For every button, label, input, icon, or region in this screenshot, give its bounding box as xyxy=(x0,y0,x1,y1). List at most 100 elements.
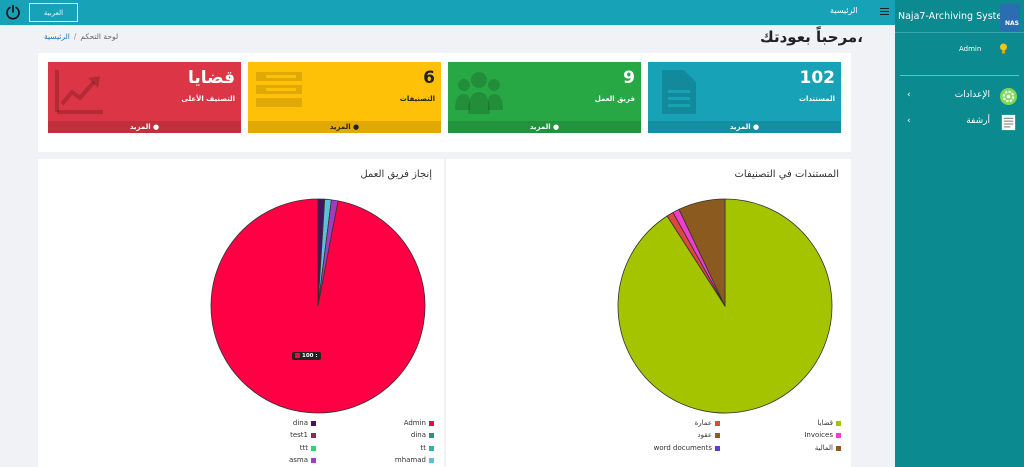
tooltip-text: 100 : xyxy=(302,353,318,359)
card-value: 102 xyxy=(799,68,836,88)
settings-gear-icon xyxy=(999,87,1018,106)
card-team[interactable]: 9 فريق العمل المزيد ● xyxy=(448,62,641,133)
card-more-link[interactable]: المزيد ● xyxy=(448,121,641,133)
documents-chart-panel: المستندات في التصنيفات قضايا عمارة Invoice… xyxy=(446,159,851,467)
legend-label: قضايا xyxy=(817,419,833,427)
more-label: المزيد xyxy=(529,123,551,131)
sidebar-divider xyxy=(900,75,1019,76)
legend-item[interactable]: dina xyxy=(411,431,434,439)
card-value: قضايا xyxy=(187,68,235,88)
legend-item[interactable]: Invoices xyxy=(804,431,841,439)
menu-toggle-icon[interactable] xyxy=(880,8,889,15)
team-icon xyxy=(455,72,503,114)
legend-swatch xyxy=(429,420,434,426)
legend-label: ttt xyxy=(299,444,308,452)
legend-label: dina xyxy=(410,431,426,439)
legend-label: المالية xyxy=(814,444,833,452)
chevron-left-icon: ‹ xyxy=(907,90,911,100)
arrow-circle-icon: ● xyxy=(753,123,760,131)
user-name[interactable]: Admin xyxy=(959,45,982,53)
card-more-link[interactable]: المزيد ● xyxy=(48,121,241,133)
top-home-link[interactable]: الرئيسية xyxy=(830,6,858,15)
legend-swatch xyxy=(429,432,434,438)
more-label: المزيد xyxy=(329,123,351,131)
legend-label: Admin xyxy=(403,419,426,427)
legend-label: عقود xyxy=(697,431,712,439)
legend-swatch xyxy=(429,457,434,463)
language-button[interactable]: العربية xyxy=(29,3,78,22)
page-title: مرحباً بعودتك، xyxy=(760,28,863,46)
legend-label: asma xyxy=(288,456,308,464)
legend-swatch xyxy=(836,432,841,438)
archive-icon xyxy=(1001,114,1016,131)
sidebar: Naja7-Archiving System NAS Admin ‹ الإعد… xyxy=(895,0,1024,467)
sidebar-header: Naja7-Archiving System NAS xyxy=(895,0,1024,33)
card-label: التصنيف الأعلى xyxy=(181,95,235,103)
legend-label: test1 xyxy=(290,431,308,439)
legend-label: mhamad xyxy=(394,456,426,464)
arrow-circle-icon: ● xyxy=(153,123,160,131)
card-value: 9 xyxy=(623,68,635,88)
sidebar-item-archive[interactable]: ‹ أرشفة xyxy=(905,113,1020,133)
document-icon xyxy=(662,70,696,114)
legend-item[interactable]: Admin xyxy=(404,419,434,427)
documents-pie-chart xyxy=(617,198,833,414)
legend-label: tt xyxy=(420,444,427,452)
legend-item[interactable]: word documents xyxy=(654,444,720,452)
legend-swatch xyxy=(715,432,720,438)
card-top-category[interactable]: قضايا التصنيف الأعلى المزيد ● xyxy=(48,62,241,133)
categories-icon xyxy=(256,72,302,107)
trend-up-icon xyxy=(55,70,103,114)
app-title[interactable]: Naja7-Archiving System xyxy=(898,11,1012,22)
card-label: فريق العمل xyxy=(594,95,635,103)
team-pie-chart xyxy=(210,198,426,414)
legend-item[interactable]: عمارة xyxy=(695,419,720,427)
app-logo xyxy=(1000,4,1020,31)
card-categories[interactable]: 6 التصنيفات المزيد ● xyxy=(248,62,441,133)
legend-label: Invoices xyxy=(804,431,833,439)
legend-item[interactable]: dina xyxy=(293,419,316,427)
more-label: المزيد xyxy=(129,123,151,131)
power-icon[interactable] xyxy=(5,4,21,20)
breadcrumb-current: لوحة التحكم xyxy=(80,32,119,41)
legend-swatch xyxy=(311,420,316,426)
legend-item[interactable]: test1 xyxy=(290,431,316,439)
legend-label: word documents xyxy=(653,444,712,452)
legend-swatch xyxy=(311,445,316,451)
legend-swatch xyxy=(836,445,841,451)
legend-item[interactable]: tt xyxy=(420,444,434,452)
legend-swatch xyxy=(429,445,434,451)
card-more-link[interactable]: المزيد ● xyxy=(248,121,441,133)
legend-swatch xyxy=(311,432,316,438)
card-more-link[interactable]: المزيد ● xyxy=(648,121,841,133)
legend-swatch xyxy=(715,420,720,426)
breadcrumb: لوحة التحكم/الرئيسية xyxy=(44,32,118,41)
breadcrumb-home[interactable]: الرئيسية xyxy=(44,32,70,41)
legend-item[interactable]: asma xyxy=(289,456,316,464)
sidebar-item-label: الإعدادات xyxy=(954,90,990,100)
top-navbar: العربية الرئيسية xyxy=(0,0,895,25)
legend-item[interactable]: mhamad xyxy=(395,456,434,464)
pie-slice-4[interactable] xyxy=(678,198,726,307)
card-label: المستندات xyxy=(798,95,835,103)
sidebar-item-settings[interactable]: ‹ الإعدادات xyxy=(905,87,1020,107)
logo-text: NAS xyxy=(1005,20,1019,27)
legend-swatch xyxy=(311,457,316,463)
breadcrumb-separator: / xyxy=(73,32,77,41)
chart-tooltip: 100 : xyxy=(292,352,321,360)
card-documents[interactable]: 102 المستندات المزيد ● xyxy=(648,62,841,133)
legend-swatch xyxy=(836,420,841,426)
pie-slice-0[interactable] xyxy=(210,198,426,414)
legend-swatch xyxy=(715,445,720,451)
legend-item[interactable]: عقود xyxy=(698,431,720,439)
chart-title: المستندات في التصنيفات xyxy=(734,169,839,180)
legend-item[interactable]: ttt xyxy=(300,444,316,452)
more-label: المزيد xyxy=(729,123,751,131)
card-value: 6 xyxy=(423,68,435,88)
card-label: التصنيفات xyxy=(399,95,435,103)
arrow-circle-icon: ● xyxy=(553,123,560,131)
sidebar-item-label: أرشفة xyxy=(966,116,990,126)
legend-item[interactable]: قضايا xyxy=(817,419,841,427)
lightbulb-icon xyxy=(1000,43,1007,54)
legend-item[interactable]: المالية xyxy=(815,444,841,452)
